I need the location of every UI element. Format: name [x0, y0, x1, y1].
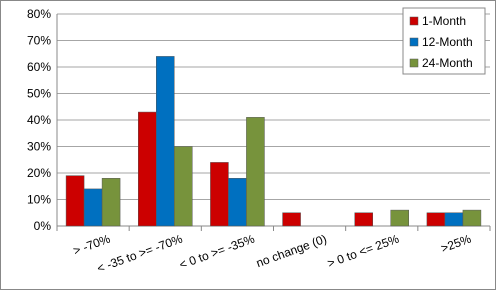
bar	[246, 117, 265, 227]
bar	[138, 111, 157, 227]
bar	[65, 175, 85, 227]
y-tick-label: 30%	[27, 140, 51, 154]
bar	[426, 212, 446, 227]
bar	[210, 162, 229, 227]
legend-swatch	[409, 58, 419, 68]
bar	[282, 212, 301, 227]
bar	[174, 146, 193, 227]
legend-swatch	[409, 37, 419, 47]
legend-swatch	[409, 16, 419, 26]
y-tick-label: 50%	[27, 87, 51, 101]
bar	[354, 212, 373, 227]
bar	[462, 209, 482, 227]
bar	[101, 178, 121, 227]
legend-label: 24-Month	[422, 56, 473, 70]
bar	[156, 56, 175, 227]
y-tick-label: 70%	[27, 34, 51, 48]
bar	[390, 209, 409, 227]
y-tick-label: 20%	[27, 166, 51, 180]
y-tick-label: 40%	[27, 113, 51, 127]
y-tick-label: 0%	[34, 219, 52, 233]
legend-label: 12-Month	[422, 35, 473, 49]
legend-label: 1-Month	[422, 14, 466, 28]
bar	[444, 212, 464, 227]
y-tick-label: 80%	[27, 7, 51, 21]
y-tick-label: 10%	[27, 193, 51, 207]
bar	[83, 188, 103, 227]
bar	[228, 178, 247, 227]
y-tick-label: 60%	[27, 60, 51, 74]
